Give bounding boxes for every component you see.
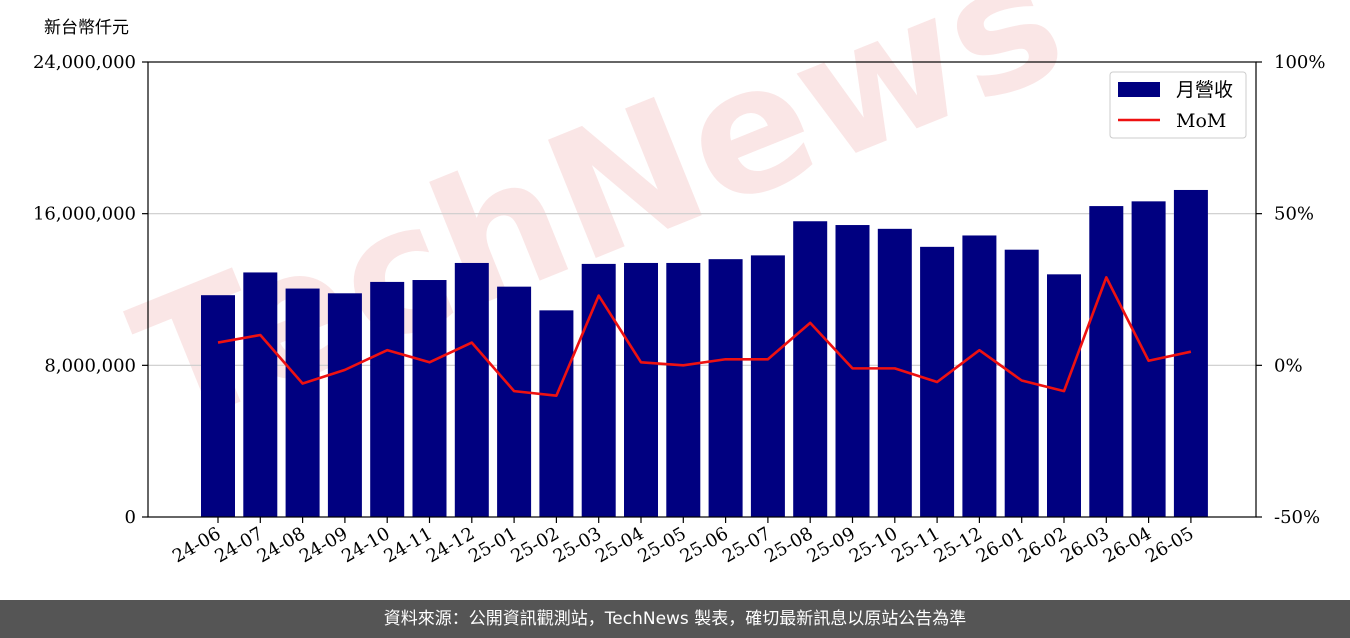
revenue-bar: [1047, 274, 1081, 517]
right-axis-tick-label: 100%: [1274, 52, 1325, 73]
revenue-bar: [793, 221, 828, 517]
right-axis-tick-label: 50%: [1274, 204, 1314, 225]
revenue-bar: [708, 259, 743, 517]
left-axis-tick-label: 24,000,000: [33, 52, 136, 73]
revenue-bar: [201, 295, 235, 517]
source-footer: 資料來源：公開資訊觀測站，TechNews 製表，確切最新訊息以原站公告為準: [0, 600, 1350, 638]
revenue-bar: [539, 310, 574, 517]
revenue-bar: [412, 280, 447, 517]
y-axis-unit-label: 新台幣仟元: [44, 18, 129, 38]
revenue-bar: [962, 235, 997, 517]
right-axis-tick-label: 0%: [1274, 355, 1303, 376]
right-axis-tick-label: -50%: [1274, 507, 1320, 528]
revenue-bar: [285, 288, 320, 517]
revenue-bar: [370, 281, 405, 517]
revenue-bar: [581, 263, 616, 517]
legend-label-mom: MoM: [1176, 110, 1226, 132]
x-axis-tick-label: 26-05: [1142, 523, 1197, 567]
left-axis-tick-label: 0: [125, 507, 136, 528]
legend-label-revenue: 月營收: [1176, 79, 1233, 101]
left-axis-tick-label: 8,000,000: [44, 355, 136, 376]
mom-line: [217, 276, 1192, 397]
revenue-bar: [750, 255, 785, 517]
left-axis-tick-label: 16,000,000: [33, 204, 136, 225]
revenue-bar: [1089, 206, 1124, 518]
plot-frame: [147, 61, 1257, 518]
revenue-bar: [327, 293, 362, 517]
revenue-bar: [624, 262, 658, 517]
revenue-bar: [454, 262, 489, 517]
legend: 月營收 MoM: [1109, 71, 1247, 139]
revenue-bar: [666, 262, 701, 517]
mom-line-layer: [217, 276, 1192, 397]
revenue-bar: [497, 286, 532, 517]
revenue-chart: TechNews 新台幣仟元 08,000,00016,000,00024,00…: [33, 0, 1326, 567]
revenue-bar: [243, 272, 278, 517]
revenue-bar: [835, 225, 870, 517]
legend-swatch-bar: [1118, 82, 1160, 97]
